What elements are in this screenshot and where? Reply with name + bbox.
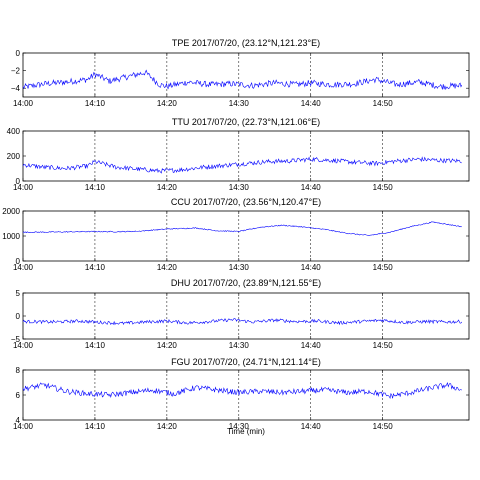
ttu-x-tick-label: 14:00 — [13, 183, 34, 192]
ttu-x-tick-label: 14:30 — [229, 183, 250, 192]
ttu-y-tick-label: 200 — [7, 152, 21, 161]
tpe-y-tick-label: −4 — [11, 84, 21, 93]
dhu-x-tick-label: 14:00 — [13, 341, 34, 350]
fgu-x-tick-label: 14:50 — [373, 422, 394, 431]
ccu-axes-box — [22, 210, 470, 262]
fgu-x-tick-label: 14:20 — [157, 422, 178, 431]
fgu-y-tick-label: 6 — [16, 391, 21, 400]
ttu-axes-box — [22, 130, 470, 182]
tpe-axes-box — [22, 52, 470, 98]
ccu-x-tick-label: 14:40 — [301, 263, 322, 272]
ccu-x-tick-label: 14:10 — [85, 263, 106, 272]
fgu-x-tick-label: 14:10 — [85, 422, 106, 431]
fgu-x-tick-label: 14:30 — [229, 422, 250, 431]
dhu-y-tick-label: 5 — [16, 289, 21, 298]
dhu-axes-box — [22, 292, 470, 340]
ccu-y-tick-label: 1000 — [2, 232, 20, 241]
tpe-y-tick-label: 0 — [16, 49, 21, 58]
tpe-x-tick-label: 14:10 — [85, 99, 106, 108]
ttu-x-tick-label: 14:10 — [85, 183, 106, 192]
fgu-y-tick-label: 4 — [16, 416, 21, 425]
tpe-y-tick-label: −2 — [11, 67, 21, 76]
tpe-x-tick-label: 14:30 — [229, 99, 250, 108]
ccu-x-tick-label: 14:50 — [373, 263, 394, 272]
ccu-trace — [22, 221, 462, 236]
tpe-title: TPE 2017/07/20, (23.12°N,121.23°E) — [172, 38, 320, 48]
dhu-x-tick-label: 14:30 — [229, 341, 250, 350]
ttu-y-tick-label: 0 — [16, 177, 21, 186]
tpe-trace — [22, 69, 463, 91]
ttu-trace — [22, 156, 462, 174]
ttu-x-tick-label: 14:40 — [301, 183, 322, 192]
dhu-x-tick-label: 14:50 — [373, 341, 394, 350]
dhu-x-tick-label: 14:10 — [85, 341, 106, 350]
ttu-x-tick-label: 14:50 — [373, 183, 394, 192]
x-axis-label: Time (min) — [227, 427, 265, 436]
tpe-x-tick-label: 14:00 — [13, 99, 34, 108]
dhu-y-tick-label: 0 — [16, 312, 21, 321]
fgu-title: FGU 2017/07/20, (24.71°N,121.14°E) — [171, 357, 321, 367]
fgu-trace — [22, 381, 462, 399]
fgu-x-tick-label: 14:00 — [13, 422, 34, 431]
ccu-x-tick-label: 14:30 — [229, 263, 250, 272]
ccu-x-tick-label: 14:20 — [157, 263, 178, 272]
tpe-x-tick-label: 14:40 — [301, 99, 322, 108]
dhu-x-tick-label: 14:40 — [301, 341, 322, 350]
ttu-y-tick-label: 400 — [7, 127, 21, 136]
dhu-trace — [22, 318, 463, 326]
dhu-x-tick-label: 14:20 — [157, 341, 178, 350]
ttu-x-tick-label: 14:20 — [157, 183, 178, 192]
ccu-y-tick-label: 0 — [16, 257, 21, 266]
tpe-x-tick-label: 14:20 — [157, 99, 178, 108]
ccu-x-tick-label: 14:00 — [13, 263, 34, 272]
ccu-y-tick-label: 2000 — [2, 207, 20, 216]
dhu-y-tick-label: −5 — [11, 335, 21, 344]
dhu-title: DHU 2017/07/20, (23.89°N,121.55°E) — [171, 278, 321, 288]
ccu-title: CCU 2017/07/20, (23.56°N,120.47°E) — [171, 197, 321, 207]
fgu-y-tick-label: 8 — [16, 366, 21, 375]
tpe-x-tick-label: 14:50 — [373, 99, 394, 108]
fgu-x-tick-label: 14:40 — [301, 422, 322, 431]
ttu-title: TTU 2017/07/20, (22.73°N,121.06°E) — [172, 117, 320, 127]
